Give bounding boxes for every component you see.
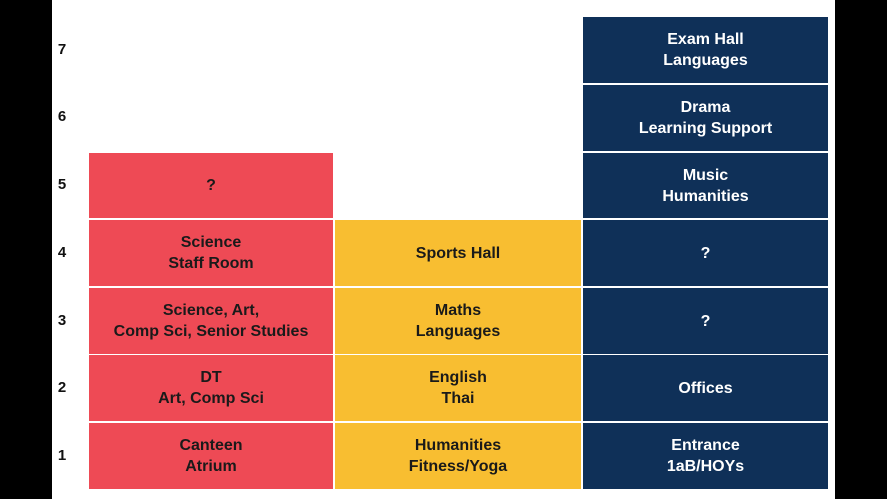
room-name: 1aB/HOYs [666,458,745,475]
room-name: Atrium [185,458,237,475]
room-name: ? [700,244,711,262]
floor-label-1: 1 [57,447,67,464]
room-name: ? [206,177,216,194]
floor-label-4: 4 [57,244,67,261]
building-c-floor-7: Exam Hall Languages [582,16,829,84]
building-c-floor-6: Drama Learning Support [582,84,829,152]
building-c-floor-3: ? [582,287,829,355]
room-name: Humanities [662,187,749,205]
room-name: Languages [663,52,748,69]
room-name: Music [682,166,729,184]
room-name: Humanities [414,437,502,454]
room-name: Entrance [671,437,740,454]
room-name: Offices [678,379,733,397]
floor-label-6: 6 [57,108,67,125]
room-name: Sports Hall [415,244,501,262]
room-name: Science [180,234,242,251]
building-c-floor-1: Entrance 1aB/HOYs [582,422,829,490]
room-name: Canteen [179,437,243,454]
building-a-floor-3: Science, Art, Comp Sci, Senior Studies [88,287,334,355]
room-name: DT [200,369,222,386]
building-a-floor-4: Science Staff Room [88,219,334,287]
room-name: Learning Support [638,120,773,137]
floor-label-3: 3 [57,312,67,329]
building-c-floor-4: ? [582,219,829,287]
building-a-floor-1: Canteen Atrium [88,422,334,490]
room-name: ? [700,312,711,330]
building-b-floor-4: Sports Hall [334,219,582,287]
building-a-floor-5: ? [88,152,334,219]
floor-label-7: 7 [57,41,67,58]
room-name: Art, Comp Sci [158,390,264,407]
building-c-floor-5: Music Humanities [582,152,829,219]
room-name: Science, Art, [162,302,260,319]
room-name: Comp Sci, Senior Studies [113,323,309,340]
building-b-floor-2: English Thai [334,354,582,422]
building-b-floor-3: Maths Languages [334,287,582,355]
building-c-floor-2: Offices [582,354,829,422]
floor-label-5: 5 [57,176,67,193]
room-name: English [429,369,487,386]
floor-plan-diagram: 1 2 3 4 5 6 7 Canteen Atrium DT Art, Com… [52,0,835,499]
room-name: Exam Hall [667,31,744,48]
building-a-floor-2: DT Art, Comp Sci [88,354,334,422]
room-name: Staff Room [168,255,254,272]
room-name: Maths [434,302,482,319]
room-name: Thai [441,390,475,407]
building-b-floor-1: Humanities Fitness/Yoga [334,422,582,490]
room-name: Drama [680,99,731,116]
room-name: Languages [415,323,501,340]
floor-label-2: 2 [57,379,67,396]
room-name: Fitness/Yoga [408,458,508,475]
